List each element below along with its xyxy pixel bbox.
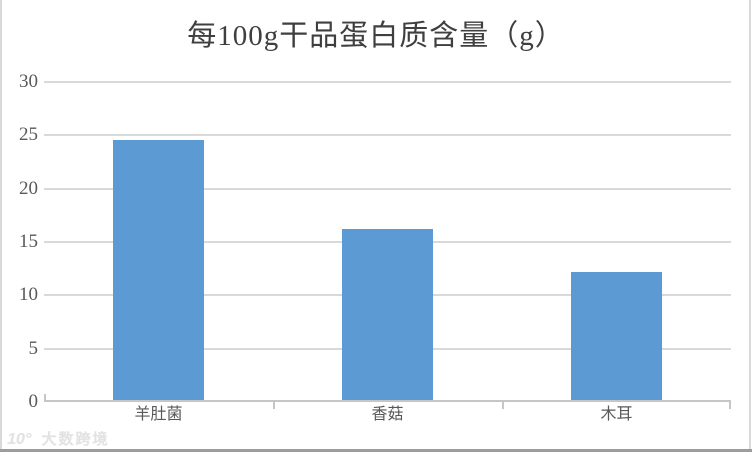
bottom-edge-line — [0, 449, 752, 452]
y-tick-label: 5 — [28, 337, 39, 359]
chart-title: 每100g干品蛋白质含量（g） — [187, 20, 565, 52]
y-tick-label: 10 — [19, 284, 38, 306]
gridline — [44, 134, 731, 137]
plot-area — [44, 81, 731, 409]
y-tick-label: 15 — [19, 231, 38, 252]
y-tick-label: 20 — [19, 177, 38, 199]
watermark: 10° 大数跨境 — [7, 428, 109, 448]
x-axis-tick — [44, 394, 46, 402]
x-axis-tick — [273, 402, 275, 409]
x-axis-tick — [502, 402, 504, 409]
bar-木耳 — [571, 272, 662, 400]
y-tick-label: 25 — [19, 124, 38, 146]
x-category-label: 木耳 — [600, 406, 633, 423]
gridline — [44, 81, 731, 83]
x-category-label: 香菇 — [371, 406, 404, 423]
watermark-logo-icon: 10° — [7, 431, 32, 448]
watermark-text: 大数跨境 — [41, 431, 110, 448]
gridline — [44, 187, 731, 190]
bar-香菇 — [342, 229, 433, 400]
bar-羊肚菌 — [113, 140, 204, 400]
y-tick-label: 30 — [19, 71, 38, 92]
x-axis-line — [44, 400, 731, 402]
right-border-line — [749, 0, 751, 452]
x-axis-tick — [729, 402, 731, 409]
x-category-label: 羊肚菌 — [134, 406, 183, 423]
left-border-line — [0, 0, 2, 452]
y-tick-label: 0 — [28, 391, 39, 412]
